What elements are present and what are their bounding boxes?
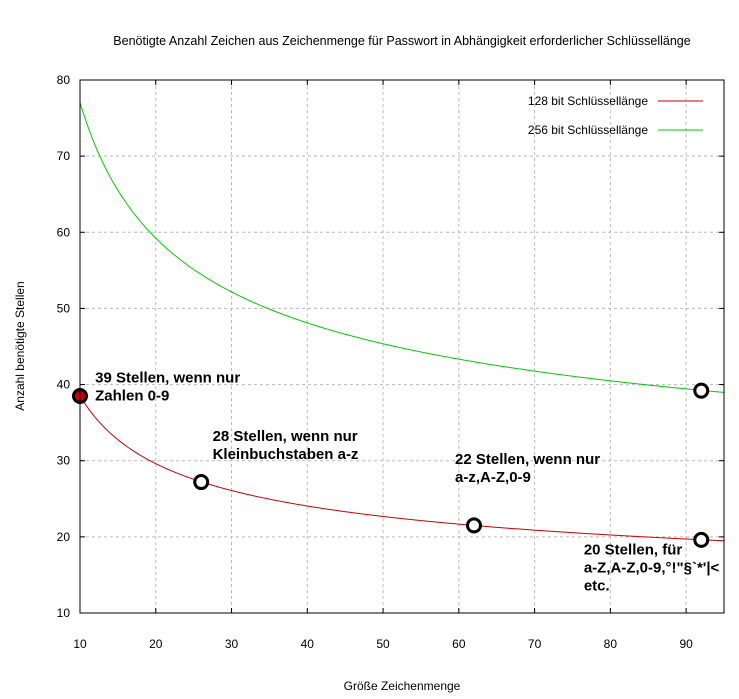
data-marker bbox=[193, 474, 210, 491]
series-line-256bit bbox=[79, 102, 725, 393]
series-line-128bit bbox=[79, 395, 725, 542]
x-tick-label: 20 bbox=[149, 637, 163, 651]
data-marker bbox=[693, 382, 710, 399]
y-tick-label: 20 bbox=[57, 530, 71, 544]
annotation-label: 20 Stellen, für bbox=[584, 541, 683, 558]
data-marker bbox=[465, 517, 482, 534]
chart-title: Benötigte Anzahl Zeichen aus Zeichenmeng… bbox=[113, 34, 690, 48]
x-tick-label: 60 bbox=[452, 637, 466, 651]
series-lines bbox=[79, 102, 725, 542]
highlight-markers bbox=[72, 382, 710, 548]
legend: 128 bit Schlüssellänge 256 bit Schlüssell… bbox=[528, 94, 703, 137]
y-tick-label: 30 bbox=[57, 454, 71, 468]
y-tick-label: 70 bbox=[57, 149, 71, 163]
plot-frame bbox=[79, 79, 725, 614]
annotation-label: etc. bbox=[584, 577, 610, 594]
x-tick-label: 10 bbox=[73, 637, 87, 651]
x-tick-label: 70 bbox=[528, 637, 542, 651]
annotation-label: 28 Stellen, wenn nur bbox=[213, 428, 358, 445]
y-tick-label: 40 bbox=[57, 378, 71, 392]
axis-ticks: 10 20 30 40 50 60 70 80 90 10 20 30 40 50 60 70 80 bbox=[57, 73, 724, 651]
y-tick-label: 60 bbox=[57, 225, 71, 239]
annotation-label: Kleinbuchstaben a-z bbox=[213, 446, 359, 463]
grid bbox=[80, 80, 724, 613]
x-tick-label: 50 bbox=[376, 637, 390, 651]
y-tick-label: 10 bbox=[57, 606, 71, 620]
annotation-label: a-z,A-Z,0-9 bbox=[455, 469, 531, 486]
annotation-label: 39 Stellen, wenn nur bbox=[95, 369, 240, 386]
x-tick-label: 80 bbox=[604, 637, 618, 651]
x-tick-label: 30 bbox=[225, 637, 239, 651]
annotation-label: Zahlen 0-9 bbox=[95, 387, 169, 404]
x-axis-label: Größe Zeichenmenge bbox=[344, 679, 461, 693]
data-marker bbox=[693, 531, 710, 548]
legend-label: 128 bit Schlüssellänge bbox=[528, 94, 648, 108]
annotation-label: 22 Stellen, wenn nur bbox=[455, 451, 600, 468]
annotation-label: a-Z,A-Z,0-9,°!"§`*'|< bbox=[584, 559, 720, 576]
y-tick-label: 80 bbox=[57, 73, 71, 87]
y-axis-label: Anzahl benötigte Stellen bbox=[13, 281, 27, 410]
x-tick-label: 40 bbox=[301, 637, 315, 651]
legend-label: 256 bit Schlüssellänge bbox=[528, 123, 648, 137]
y-tick-label: 50 bbox=[57, 301, 71, 315]
x-tick-label: 90 bbox=[679, 637, 693, 651]
